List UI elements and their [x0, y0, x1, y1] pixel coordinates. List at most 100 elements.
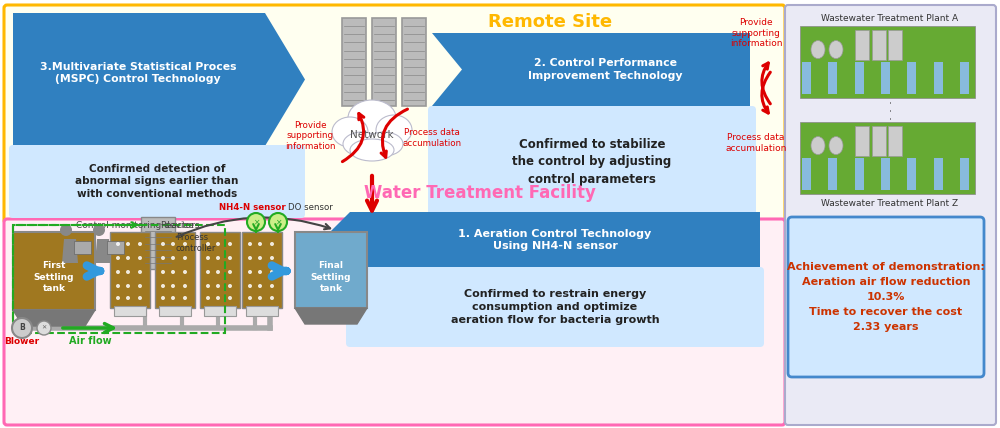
Circle shape	[248, 296, 252, 300]
Text: Process data
accumulation: Process data accumulation	[725, 133, 787, 153]
Text: Wastewater Treatment Plant Z: Wastewater Treatment Plant Z	[821, 199, 959, 208]
Circle shape	[60, 224, 72, 236]
Circle shape	[258, 296, 262, 300]
Text: Blower: Blower	[4, 336, 40, 345]
Circle shape	[258, 284, 262, 288]
Text: ✕: ✕	[41, 326, 47, 330]
Ellipse shape	[365, 132, 403, 156]
Circle shape	[161, 284, 165, 288]
Circle shape	[216, 242, 220, 246]
FancyBboxPatch shape	[855, 30, 869, 59]
FancyBboxPatch shape	[934, 158, 943, 190]
Circle shape	[126, 284, 130, 288]
FancyBboxPatch shape	[888, 30, 902, 59]
Circle shape	[171, 296, 175, 300]
Circle shape	[247, 213, 265, 231]
FancyBboxPatch shape	[785, 5, 996, 425]
FancyBboxPatch shape	[802, 62, 811, 94]
Polygon shape	[13, 310, 95, 326]
Text: . . .: . . .	[882, 100, 895, 120]
Circle shape	[216, 296, 220, 300]
FancyBboxPatch shape	[855, 62, 864, 94]
Circle shape	[126, 296, 130, 300]
FancyBboxPatch shape	[159, 306, 191, 316]
Circle shape	[183, 296, 187, 300]
Ellipse shape	[343, 132, 381, 156]
FancyBboxPatch shape	[881, 158, 890, 190]
Circle shape	[116, 242, 120, 246]
Polygon shape	[13, 13, 305, 146]
Circle shape	[206, 284, 210, 288]
Circle shape	[228, 242, 232, 246]
Circle shape	[248, 242, 252, 246]
FancyBboxPatch shape	[907, 158, 916, 190]
Circle shape	[138, 296, 142, 300]
Circle shape	[270, 256, 274, 260]
Ellipse shape	[811, 41, 825, 59]
FancyBboxPatch shape	[155, 232, 195, 308]
Text: 2. Control Performance
Improvement Technology: 2. Control Performance Improvement Techn…	[528, 58, 682, 81]
Text: 1. Aeration Control Technology
Using NH4-N sensor: 1. Aeration Control Technology Using NH4…	[458, 229, 652, 251]
Circle shape	[161, 296, 165, 300]
FancyBboxPatch shape	[800, 26, 975, 98]
Circle shape	[228, 270, 232, 274]
Text: Air flow: Air flow	[69, 336, 111, 346]
Circle shape	[171, 270, 175, 274]
Text: Final
Settling
tank: Final Settling tank	[311, 262, 351, 293]
Circle shape	[171, 256, 175, 260]
Circle shape	[258, 242, 262, 246]
FancyBboxPatch shape	[342, 18, 366, 106]
FancyBboxPatch shape	[242, 232, 282, 308]
FancyBboxPatch shape	[881, 62, 890, 94]
Text: Process
controller: Process controller	[176, 233, 216, 253]
Circle shape	[270, 242, 274, 246]
Circle shape	[183, 242, 187, 246]
Circle shape	[183, 270, 187, 274]
FancyBboxPatch shape	[4, 5, 785, 223]
Text: ✕: ✕	[275, 217, 281, 226]
FancyBboxPatch shape	[800, 122, 975, 194]
Circle shape	[248, 270, 252, 274]
FancyBboxPatch shape	[246, 306, 278, 316]
Circle shape	[116, 256, 120, 260]
Text: NH4-N sensor: NH4-N sensor	[219, 203, 285, 212]
Circle shape	[116, 284, 120, 288]
Polygon shape	[95, 239, 111, 263]
Circle shape	[258, 256, 262, 260]
Circle shape	[258, 270, 262, 274]
FancyBboxPatch shape	[372, 18, 396, 106]
Circle shape	[171, 284, 175, 288]
Circle shape	[228, 284, 232, 288]
Text: Achievement of demonstration:
Aeration air flow reduction
10.3%
Time to recover : Achievement of demonstration: Aeration a…	[787, 262, 985, 333]
Circle shape	[183, 284, 187, 288]
Circle shape	[12, 318, 32, 338]
FancyBboxPatch shape	[960, 62, 969, 94]
FancyBboxPatch shape	[9, 145, 305, 218]
FancyBboxPatch shape	[888, 126, 902, 156]
Circle shape	[93, 224, 105, 236]
FancyBboxPatch shape	[346, 267, 764, 347]
Circle shape	[116, 270, 120, 274]
Circle shape	[206, 256, 210, 260]
Text: Provide
supporting
information: Provide supporting information	[730, 18, 782, 48]
FancyBboxPatch shape	[74, 241, 91, 254]
Text: Confirmed to restrain energy
consumption and optimize
aeration flow for bacteria: Confirmed to restrain energy consumption…	[451, 289, 659, 325]
Text: ✕: ✕	[253, 217, 259, 226]
Ellipse shape	[332, 117, 368, 147]
Circle shape	[138, 256, 142, 260]
Polygon shape	[62, 239, 78, 263]
Ellipse shape	[811, 137, 825, 155]
FancyBboxPatch shape	[114, 306, 146, 316]
Circle shape	[270, 296, 274, 300]
Polygon shape	[322, 212, 760, 268]
Circle shape	[248, 256, 252, 260]
FancyBboxPatch shape	[141, 217, 175, 269]
Circle shape	[216, 284, 220, 288]
Circle shape	[138, 284, 142, 288]
Text: Confirmed to stabilize
the control by adjusting
control parameters: Confirmed to stabilize the control by ad…	[512, 139, 672, 185]
Polygon shape	[432, 33, 750, 106]
Text: Control monitoring device: Control monitoring device	[76, 222, 194, 231]
Circle shape	[206, 242, 210, 246]
Ellipse shape	[376, 115, 412, 145]
Text: DO sensor: DO sensor	[288, 203, 333, 212]
